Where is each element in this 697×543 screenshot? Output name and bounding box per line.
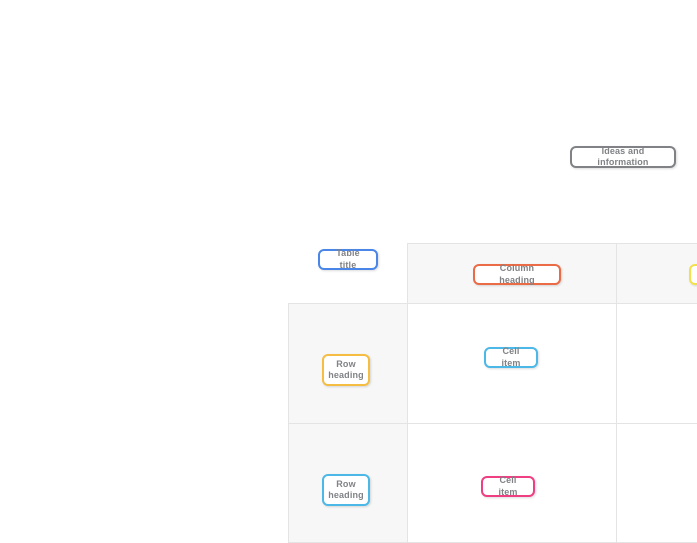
cell-item-label-r1c1[interactable]: Cell item bbox=[484, 346, 538, 368]
row-heading-label-1[interactable]: Row heading bbox=[322, 354, 370, 386]
ideas-and-information-label[interactable]: Ideas and information bbox=[570, 146, 676, 168]
table-title-label[interactable]: Table title bbox=[318, 248, 378, 270]
row-heading-label-2[interactable]: Row heading bbox=[322, 474, 370, 506]
table-body-cell-r2c2[interactable] bbox=[616, 423, 697, 543]
table-body-cell-r1c2[interactable] bbox=[616, 303, 697, 424]
column-heading-label-2[interactable] bbox=[689, 264, 697, 285]
cell-item-label-r2c1[interactable]: Cell item bbox=[481, 475, 535, 497]
column-heading-label-1[interactable]: Column heading bbox=[473, 263, 561, 285]
table-header-cell-2[interactable] bbox=[616, 243, 697, 304]
